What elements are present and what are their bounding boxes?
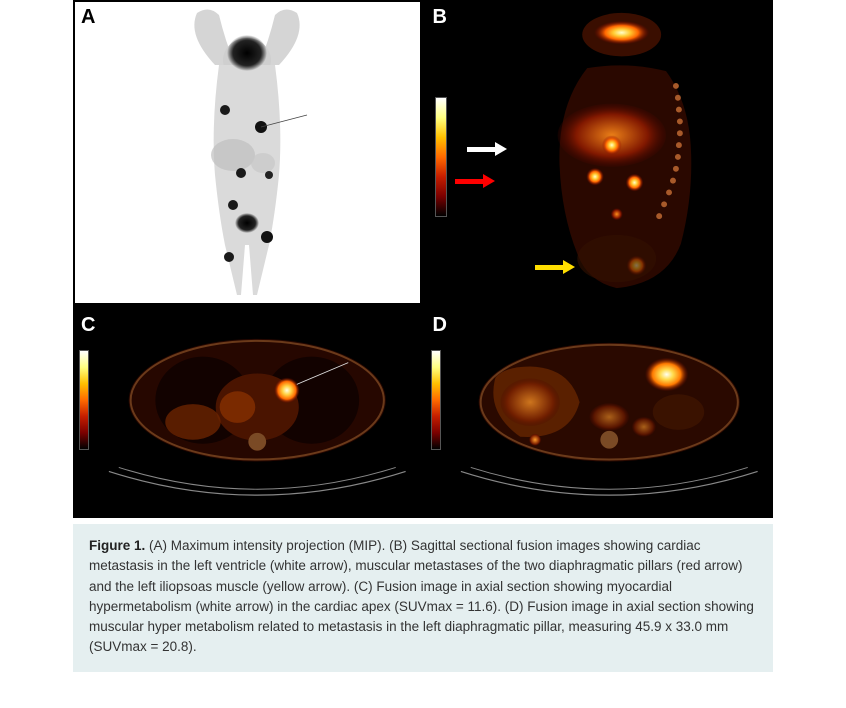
yellow-arrow-iliopsoas <box>535 260 575 274</box>
panel-d: D <box>425 308 774 518</box>
panel-a-label: A <box>81 6 95 29</box>
axial-d <box>451 322 768 512</box>
panel-c-label: C <box>81 314 95 337</box>
figure-container: A <box>73 0 773 672</box>
sagittal-body <box>467 7 767 298</box>
colorbar-c <box>79 350 89 450</box>
panel-c: C <box>73 308 422 518</box>
caption-text: (A) Maximum intensity projection (MIP). … <box>89 538 754 654</box>
panel-b-label: B <box>433 6 447 29</box>
figure-caption: Figure 1. (A) Maximum intensity projecti… <box>73 524 773 672</box>
red-arrow-diaphragm <box>455 174 495 188</box>
panel-a: A <box>73 0 422 305</box>
white-arrow-cardiac <box>467 142 507 156</box>
panel-b: B <box>425 0 774 305</box>
colorbar-b <box>435 97 447 217</box>
axial-c <box>99 322 416 512</box>
figure-number: Figure 1. <box>89 538 145 553</box>
panel-d-label: D <box>433 314 447 337</box>
mip-svg <box>137 5 357 300</box>
colorbar-d <box>431 350 441 450</box>
panel-grid: A <box>73 0 773 518</box>
mip-body <box>137 5 357 300</box>
